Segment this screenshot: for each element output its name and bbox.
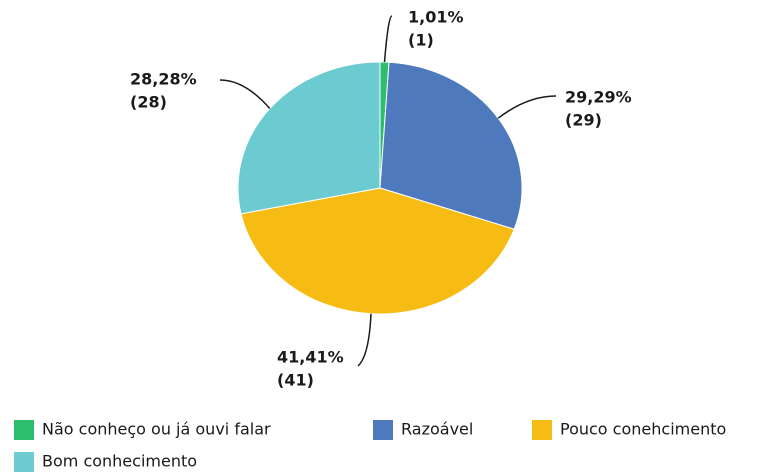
leader-line (497, 95, 557, 119)
legend-swatch (14, 452, 34, 472)
legend-label: Razoável (401, 420, 473, 439)
value-label: 41,41% (277, 348, 344, 367)
legend-swatch (14, 420, 34, 440)
value-label: 29,29% (565, 88, 632, 107)
pie-slice (379, 61, 523, 230)
legend-label: Bom conhecimento (42, 452, 197, 471)
legend-swatch (373, 420, 393, 440)
leader-line (383, 15, 393, 63)
count-label: (41) (277, 371, 314, 390)
legend-label: Não conheço ou já ouvi falar (42, 420, 271, 439)
count-label: (29) (565, 111, 602, 130)
leader-line (357, 313, 372, 367)
count-label: (28) (130, 93, 167, 112)
value-label: 28,28% (130, 70, 197, 89)
leader-line (219, 79, 271, 110)
pie-slice (237, 61, 381, 215)
count-label: (1) (408, 31, 434, 50)
legend-swatch (532, 420, 552, 440)
legend-label: Pouco conehcimento (560, 420, 726, 439)
value-label: 1,01% (408, 8, 464, 27)
